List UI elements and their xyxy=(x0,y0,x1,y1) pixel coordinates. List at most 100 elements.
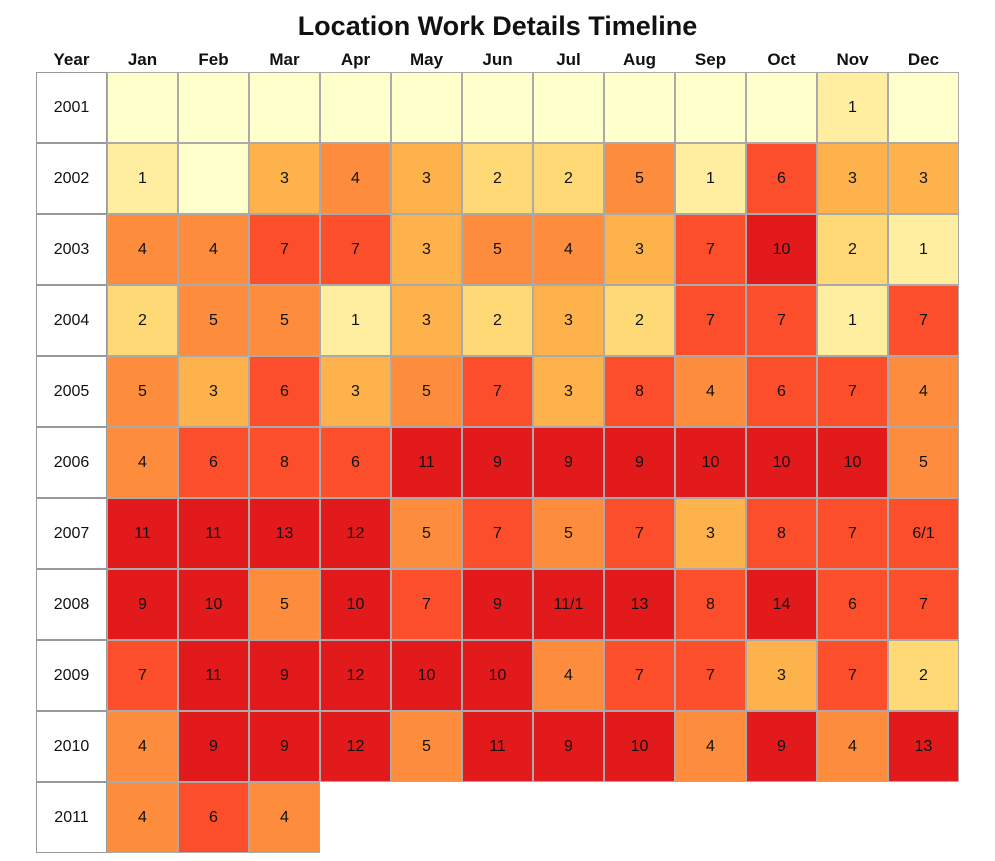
heatmap-cell-2009-dec: 2 xyxy=(888,640,959,711)
heatmap-cell-2010-nov: 4 xyxy=(817,711,888,782)
heatmap-cell-2003-sep: 7 xyxy=(675,214,746,285)
heatmap-cell-2007-sep: 3 xyxy=(675,498,746,569)
heatmap-cell-2011-feb: 6 xyxy=(178,782,249,853)
heatmap-cell-2002-may: 3 xyxy=(391,143,462,214)
heatmap-cell-2007-may: 5 xyxy=(391,498,462,569)
heatmap-cell-2001-jun xyxy=(462,72,533,143)
year-label-2002: 2002 xyxy=(36,143,107,214)
heatmap-cell-2008-mar: 5 xyxy=(249,569,320,640)
heatmap-cell-2008-apr: 10 xyxy=(320,569,391,640)
heatmap-cell-2004-jun: 2 xyxy=(462,285,533,356)
heatmap-cell-2009-feb: 11 xyxy=(178,640,249,711)
heatmap-cell-2010-apr: 12 xyxy=(320,711,391,782)
heatmap-cell-2002-oct: 6 xyxy=(746,143,817,214)
heatmap-cell-2010-dec: 13 xyxy=(888,711,959,782)
year-label-2009: 2009 xyxy=(36,640,107,711)
heatmap-cell-2001-jan xyxy=(107,72,178,143)
heatmap-cell-2009-mar: 9 xyxy=(249,640,320,711)
year-label-2001: 2001 xyxy=(36,72,107,143)
heatmap-cell-2004-jan: 2 xyxy=(107,285,178,356)
heatmap-cell-2003-aug: 3 xyxy=(604,214,675,285)
month-header-apr: Apr xyxy=(340,50,371,69)
heatmap-cell-2005-jul: 3 xyxy=(533,356,604,427)
heatmap-cell-2007-nov: 7 xyxy=(817,498,888,569)
heatmap-cell-2001-oct xyxy=(746,72,817,143)
heatmap-cell-2005-oct: 6 xyxy=(746,356,817,427)
heatmap-cell-2009-jul: 4 xyxy=(533,640,604,711)
heatmap-cell-2008-dec: 7 xyxy=(888,569,959,640)
month-header-jan: Jan xyxy=(127,50,158,69)
heatmap-cell-2006-mar: 8 xyxy=(249,427,320,498)
heatmap-cell-2005-jan: 5 xyxy=(107,356,178,427)
heatmap-cell-2004-may: 3 xyxy=(391,285,462,356)
month-header-nov: Nov xyxy=(836,50,869,69)
heatmap-cell-2006-jun: 9 xyxy=(462,427,533,498)
heatmap-cell-2002-dec: 3 xyxy=(888,143,959,214)
heatmap-cell-2010-jun: 11 xyxy=(462,711,533,782)
month-header-dec: Dec xyxy=(907,50,940,69)
heatmap-cell-2010-jan: 4 xyxy=(107,711,178,782)
heatmap-cell-2007-oct: 8 xyxy=(746,498,817,569)
heatmap-cell-2003-oct: 10 xyxy=(746,214,817,285)
chart-title: Location Work Details Timeline xyxy=(297,11,698,41)
heatmap-cell-2010-may: 5 xyxy=(391,711,462,782)
heatmap-cell-2008-nov: 6 xyxy=(817,569,888,640)
heatmap-cell-2010-sep: 4 xyxy=(675,711,746,782)
heatmap-cell-2002-sep: 1 xyxy=(675,143,746,214)
heatmap-cell-2010-feb: 9 xyxy=(178,711,249,782)
year-label-2004: 2004 xyxy=(36,285,107,356)
heatmap-cell-2005-apr: 3 xyxy=(320,356,391,427)
heatmap-cell-2010-jul: 9 xyxy=(533,711,604,782)
heatmap-cell-2006-feb: 6 xyxy=(178,427,249,498)
month-header-may: May xyxy=(409,50,444,69)
heatmap-cell-2004-apr: 1 xyxy=(320,285,391,356)
heatmap-cell-2003-apr: 7 xyxy=(320,214,391,285)
year-label-2003: 2003 xyxy=(36,214,107,285)
heatmap-cell-2011-mar: 4 xyxy=(249,782,320,853)
heatmap-cell-2004-jul: 3 xyxy=(533,285,604,356)
month-header-sep: Sep xyxy=(694,50,727,69)
heatmap-cell-2005-jun: 7 xyxy=(462,356,533,427)
heatmap-cell-2008-aug: 13 xyxy=(604,569,675,640)
heatmap-cell-2004-dec: 7 xyxy=(888,285,959,356)
heatmap-cell-2005-may: 5 xyxy=(391,356,462,427)
heatmap-cell-2008-jun: 9 xyxy=(462,569,533,640)
heatmap-cell-2001-apr xyxy=(320,72,391,143)
heatmap-cell-2003-nov: 2 xyxy=(817,214,888,285)
heatmap-cell-2001-nov: 1 xyxy=(817,72,888,143)
heatmap-cell-2002-aug: 5 xyxy=(604,143,675,214)
year-label-2010: 2010 xyxy=(36,711,107,782)
heatmap-cell-2005-aug: 8 xyxy=(604,356,675,427)
heatmap-cell-2004-oct: 7 xyxy=(746,285,817,356)
heatmap-cell-2003-dec: 1 xyxy=(888,214,959,285)
heatmap-cell-2009-nov: 7 xyxy=(817,640,888,711)
month-header-feb: Feb xyxy=(198,50,229,69)
heatmap-cell-2007-feb: 11 xyxy=(178,498,249,569)
heatmap-cell-2009-sep: 7 xyxy=(675,640,746,711)
year-label-2011: 2011 xyxy=(36,782,107,853)
heatmap-cell-2001-may xyxy=(391,72,462,143)
heatmap-cell-2005-dec: 4 xyxy=(888,356,959,427)
heatmap-cell-2007-jun: 7 xyxy=(462,498,533,569)
heatmap-cell-2002-mar: 3 xyxy=(249,143,320,214)
heatmap-cell-2006-apr: 6 xyxy=(320,427,391,498)
heatmap-cell-2002-feb xyxy=(178,143,249,214)
year-label-2006: 2006 xyxy=(36,427,107,498)
heatmap-cell-2009-jun: 10 xyxy=(462,640,533,711)
heatmap-cell-2001-mar xyxy=(249,72,320,143)
heatmap-cell-2006-sep: 10 xyxy=(675,427,746,498)
heatmap-cell-2002-apr: 4 xyxy=(320,143,391,214)
heatmap-cell-2009-oct: 3 xyxy=(746,640,817,711)
heatmap-cell-2010-oct: 9 xyxy=(746,711,817,782)
heatmap-cell-2008-may: 7 xyxy=(391,569,462,640)
heatmap-cell-2003-jan: 4 xyxy=(107,214,178,285)
month-header-oct: Oct xyxy=(767,50,796,69)
month-header-aug: Aug xyxy=(622,50,657,69)
heatmap-cell-2009-jan: 7 xyxy=(107,640,178,711)
heatmap-cell-2008-feb: 10 xyxy=(178,569,249,640)
heatmap-cell-2002-jan: 1 xyxy=(107,143,178,214)
heatmap-cell-2007-apr: 12 xyxy=(320,498,391,569)
heatmap-cell-2003-jun: 5 xyxy=(462,214,533,285)
year-column-header: Year xyxy=(53,50,90,69)
heatmap-cell-2003-mar: 7 xyxy=(249,214,320,285)
